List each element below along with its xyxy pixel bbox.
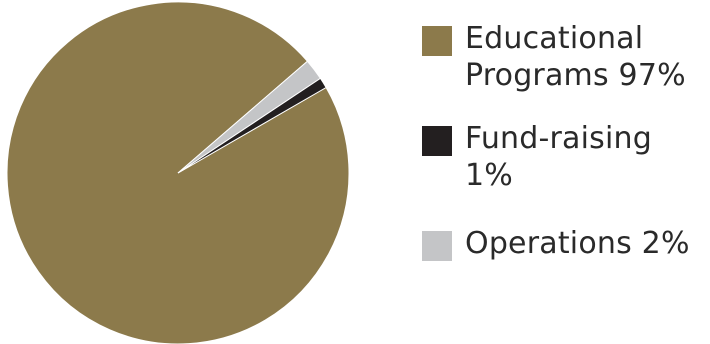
legend-swatch-fund-raising: [422, 126, 452, 156]
legend-item-operations: Operations 2%: [422, 225, 708, 262]
pie-chart: [6, 1, 350, 344]
legend-label-educational-programs: Educational Programs 97%: [465, 21, 686, 93]
legend-label-fund-raising: Fund-raising 1%: [465, 121, 652, 193]
legend-item-educational-programs: Educational Programs 97%: [422, 20, 708, 94]
legend-swatch-educational-programs: [422, 26, 452, 56]
chart-legend: Educational Programs 97% Fund-raising 1%…: [422, 20, 708, 262]
pie-slice-fund-raising: [177, 77, 327, 174]
legend-item-fund-raising: Fund-raising 1%: [422, 120, 708, 194]
legend-swatch-operations: [422, 231, 452, 261]
legend-label-operations: Operations 2%: [465, 226, 690, 261]
